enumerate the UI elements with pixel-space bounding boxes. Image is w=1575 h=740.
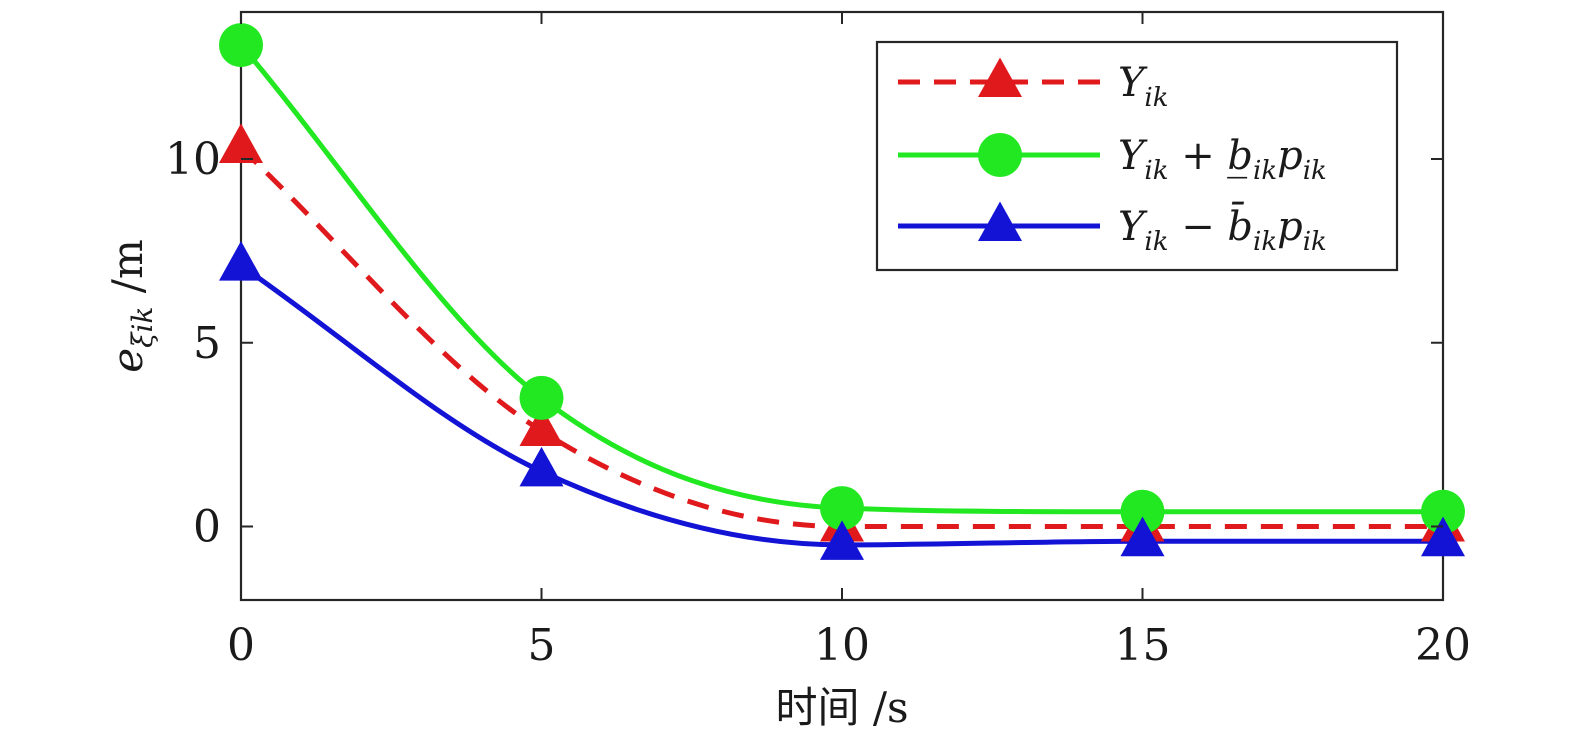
x-tick-label: 10 bbox=[814, 620, 870, 671]
series-3-point-3 bbox=[820, 520, 864, 560]
legend-marker-3 bbox=[978, 201, 1022, 242]
series-2-point-5 bbox=[1421, 489, 1465, 534]
series-2-point-3 bbox=[820, 486, 864, 531]
legend-marker-1 bbox=[978, 57, 1022, 98]
series-2-point-1 bbox=[219, 23, 263, 68]
x-axis-label: 时间 /s bbox=[775, 683, 908, 732]
legend-label-3: Yik − b̄ikpik bbox=[1118, 201, 1327, 257]
x-tick-label: 0 bbox=[227, 620, 255, 671]
legend-label-2: Yik + b̲ikpik bbox=[1118, 133, 1327, 186]
series-markers bbox=[219, 23, 1465, 560]
y-tick-label: 0 bbox=[193, 502, 221, 553]
y-tick-label: 10 bbox=[165, 134, 221, 185]
series-3-point-1 bbox=[219, 241, 263, 281]
series-3-point-4 bbox=[1120, 516, 1165, 557]
series-2-point-4 bbox=[1120, 489, 1165, 534]
x-tick-label: 20 bbox=[1415, 620, 1471, 671]
y-tick-label: 5 bbox=[193, 318, 221, 369]
legend-marker-2 bbox=[978, 133, 1022, 177]
series-3-point-2 bbox=[519, 446, 564, 487]
series-1-point-2 bbox=[519, 406, 564, 446]
legend-label-1: Yik bbox=[1118, 60, 1168, 113]
x-tick-label: 15 bbox=[1115, 620, 1171, 671]
legend: Yik Yik + b̲ikpik Yik − b̄ikpik bbox=[875, 40, 1399, 272]
series-line-2 bbox=[239, 43, 1443, 515]
series-3-point-5 bbox=[1421, 516, 1465, 557]
x-tick-label: 5 bbox=[528, 620, 556, 671]
series-2-point-2 bbox=[519, 375, 564, 420]
series-1-point-1 bbox=[219, 123, 263, 164]
y-axis-label: eξik /m bbox=[103, 239, 159, 373]
axes: 0 5 10 15 20 0 5 10 时间 /s eξik /m bbox=[103, 12, 1471, 732]
